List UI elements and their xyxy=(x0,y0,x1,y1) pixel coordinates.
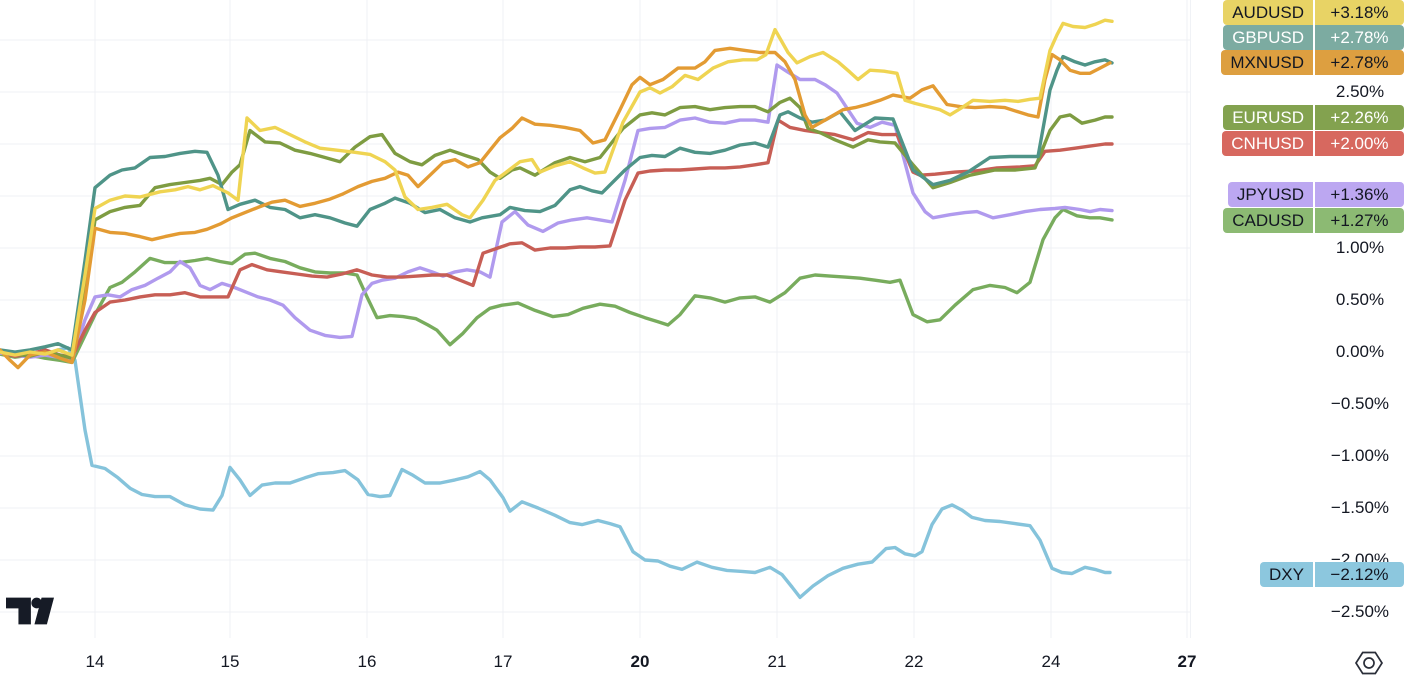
badge-change-value: +2.00% xyxy=(1315,131,1404,156)
badge-change-value: +2.78% xyxy=(1315,50,1404,75)
badge-change-value: +2.78% xyxy=(1315,25,1404,50)
y-axis-label: 1.00% xyxy=(1335,238,1385,257)
badge-ticker-label: MXNUSD xyxy=(1221,50,1313,75)
badge-ticker-label: DXY xyxy=(1260,562,1313,587)
badge-change-value: +3.18% xyxy=(1315,0,1404,25)
gear-hexagon-icon xyxy=(1354,651,1384,675)
y-axis-label: −1.00% xyxy=(1330,446,1390,465)
badge-GBPUSD[interactable]: GBPUSD +2.78% xyxy=(1223,25,1404,50)
badge-ticker-label: AUDUSD xyxy=(1223,0,1313,25)
price-axis-border xyxy=(1190,0,1191,638)
x-axis-label: 24 xyxy=(1041,652,1061,671)
y-axis-label: 2.50% xyxy=(1335,82,1385,101)
badge-ticker-label: EURUSD xyxy=(1223,105,1313,130)
gridlines xyxy=(0,0,1190,638)
series-line-DXY[interactable] xyxy=(0,346,1112,600)
badge-CNHUSD[interactable]: CNHUSD +2.00% xyxy=(1222,131,1404,156)
badge-ticker-label: GBPUSD xyxy=(1223,25,1313,50)
series-line-CADUSD[interactable] xyxy=(0,207,1114,365)
badge-ticker-label: CADUSD xyxy=(1223,208,1313,233)
badge-DXY[interactable]: DXY −2.12% xyxy=(1260,562,1404,587)
badge-ticker-label: CNHUSD xyxy=(1222,131,1313,156)
x-axis-label: 14 xyxy=(85,652,105,671)
badge-EURUSD[interactable]: EURUSD +2.26% xyxy=(1223,105,1404,130)
series-line-AUDUSD[interactable] xyxy=(0,18,1114,357)
badge-change-value: −2.12% xyxy=(1315,562,1404,587)
y-axis-label: −2.50% xyxy=(1330,602,1390,621)
plot-svg[interactable] xyxy=(0,0,1190,640)
x-axis-label: 22 xyxy=(904,652,924,671)
badge-change-value: +1.27% xyxy=(1315,208,1404,233)
badge-ticker-label: JPYUSD xyxy=(1227,182,1313,207)
y-axis-label: 0.50% xyxy=(1335,290,1385,309)
tradingview-logo-glyph xyxy=(6,597,54,625)
series-lines xyxy=(0,18,1114,600)
series-line-JPYUSD[interactable] xyxy=(0,63,1114,362)
series-line-GBPUSD[interactable] xyxy=(0,54,1114,354)
badge-change-value: +2.26% xyxy=(1315,105,1404,130)
y-axis-label: −0.50% xyxy=(1330,394,1390,413)
y-axis-label: −1.50% xyxy=(1330,498,1390,517)
series-line-EURUSD[interactable] xyxy=(0,96,1114,360)
series-line-MXNUSD[interactable] xyxy=(0,46,1112,370)
x-axis-label: 16 xyxy=(357,652,377,671)
x-axis-label: 20 xyxy=(630,652,650,671)
badge-JPYUSD[interactable]: JPYUSD +1.36% xyxy=(1227,182,1404,207)
tradingview-logo[interactable] xyxy=(6,597,54,625)
badge-change-value: +1.36% xyxy=(1315,182,1404,207)
settings-icon[interactable] xyxy=(1353,648,1385,678)
x-axis-label: 27 xyxy=(1177,652,1197,671)
badge-MXNUSD[interactable]: MXNUSD +2.78% xyxy=(1221,50,1404,75)
y-axis-label: 0.00% xyxy=(1335,342,1385,361)
badge-AUDUSD[interactable]: AUDUSD +3.18% xyxy=(1223,0,1404,25)
x-axis-label: 17 xyxy=(493,652,513,671)
badge-CADUSD[interactable]: CADUSD +1.27% xyxy=(1223,208,1404,233)
x-axis-label: 15 xyxy=(220,652,240,671)
x-axis-label: 21 xyxy=(767,652,787,671)
